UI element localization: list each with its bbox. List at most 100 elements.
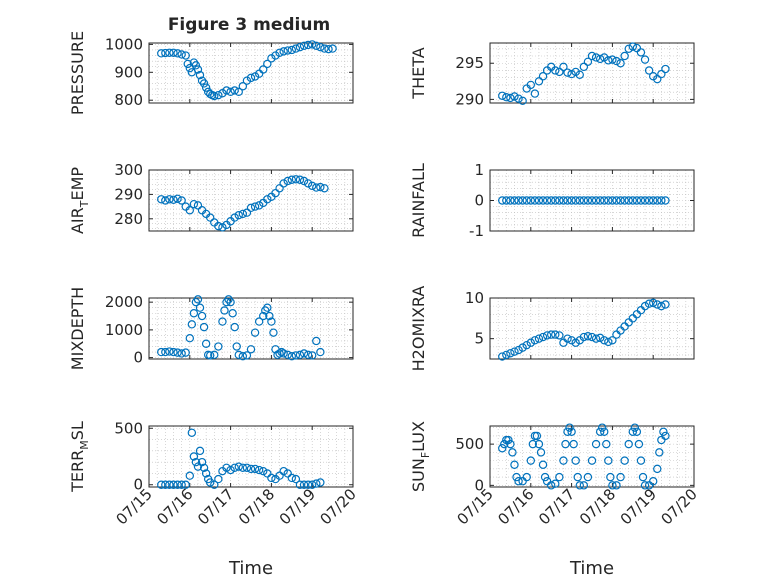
data-point (551, 196, 560, 205)
data-point (316, 478, 325, 487)
figure-title: Figure 3 medium (168, 15, 330, 35)
data-point (620, 51, 629, 61)
data-point (228, 309, 237, 318)
y-tick-label: 295 (455, 54, 484, 72)
subplot-mixdepth: 0 1000 2000 MIXDEPTH (68, 287, 354, 370)
data-point (218, 317, 227, 326)
data-point (316, 42, 325, 52)
data-point (632, 427, 642, 436)
series-points-terr-msl (157, 428, 325, 489)
data-point (287, 352, 296, 361)
data-point (559, 456, 568, 465)
axes-frame-air-temp (148, 169, 354, 232)
data-point (269, 328, 278, 337)
data-point (287, 473, 296, 483)
data-point (571, 338, 580, 347)
data-point (295, 42, 305, 52)
data-point (526, 196, 536, 205)
data-point (173, 49, 182, 58)
data-point (587, 456, 597, 465)
data-point (210, 480, 219, 489)
data-point (522, 196, 531, 205)
data-point (195, 303, 205, 312)
data-point (312, 479, 321, 488)
data-point (518, 343, 527, 352)
data-point (591, 53, 601, 62)
data-point (324, 44, 333, 54)
data-point (624, 196, 633, 205)
data-point (506, 439, 515, 449)
data-point (189, 309, 199, 318)
data-point (526, 338, 536, 347)
data-point (604, 337, 613, 347)
y-tick-label: 10 (465, 289, 484, 307)
data-point (242, 463, 252, 472)
data-point (157, 195, 166, 204)
data-point (210, 350, 219, 360)
x-axis-label-terr-msl: Time (228, 558, 273, 579)
data-point (230, 463, 239, 472)
data-point (303, 40, 313, 50)
series-points-air-temp (157, 175, 329, 232)
data-point (591, 196, 601, 205)
data-point (583, 196, 593, 205)
data-point (575, 196, 584, 205)
data-point (565, 423, 574, 432)
data-point (291, 351, 301, 360)
data-point (197, 311, 207, 321)
data-point (608, 55, 617, 64)
y-tick-label: 2000 (105, 293, 143, 311)
data-point (640, 196, 650, 205)
data-point (571, 196, 580, 205)
data-point (510, 460, 519, 469)
data-point (598, 423, 607, 432)
data-point (222, 86, 231, 95)
y-tick-label: 280 (114, 210, 143, 228)
data-point (616, 472, 625, 482)
data-point (649, 477, 658, 486)
data-point (161, 196, 170, 205)
data-point (169, 480, 178, 489)
data-point (534, 334, 544, 343)
data-point (328, 44, 337, 53)
data-point (299, 349, 309, 358)
data-point (567, 336, 576, 345)
data-point (195, 70, 205, 80)
data-point (201, 83, 211, 92)
data-point (259, 65, 268, 74)
data-point (169, 347, 178, 357)
data-point (526, 456, 536, 465)
data-point (177, 349, 186, 358)
data-point (165, 347, 174, 356)
data-point (230, 213, 239, 222)
data-point (295, 350, 305, 360)
data-point (547, 481, 556, 490)
data-point (563, 427, 572, 436)
data-point (510, 92, 519, 101)
y-tick-label: 0 (133, 476, 143, 494)
series-points-sun-flux (498, 423, 670, 490)
data-point (218, 223, 227, 232)
data-point (250, 328, 260, 337)
series-points-h2omixra (498, 298, 670, 361)
data-point (265, 311, 274, 321)
data-point (579, 481, 589, 490)
data-point (185, 334, 194, 343)
y-tick-label: 900 (114, 63, 143, 81)
data-point (640, 55, 650, 64)
data-point (542, 331, 552, 340)
subplot-rainfall: -1 0 1 RAINFALL (409, 161, 695, 240)
data-point (608, 336, 617, 345)
data-point (246, 464, 256, 474)
data-point (555, 196, 564, 205)
data-point (254, 317, 264, 326)
y-tick-label: 300 (114, 161, 143, 179)
y-tick-label: 5 (474, 330, 484, 348)
data-point (250, 202, 260, 211)
data-point (538, 72, 548, 81)
y-tick-label: 500 (114, 419, 143, 437)
data-point (279, 47, 288, 56)
data-point (604, 196, 613, 205)
data-point (161, 480, 170, 489)
